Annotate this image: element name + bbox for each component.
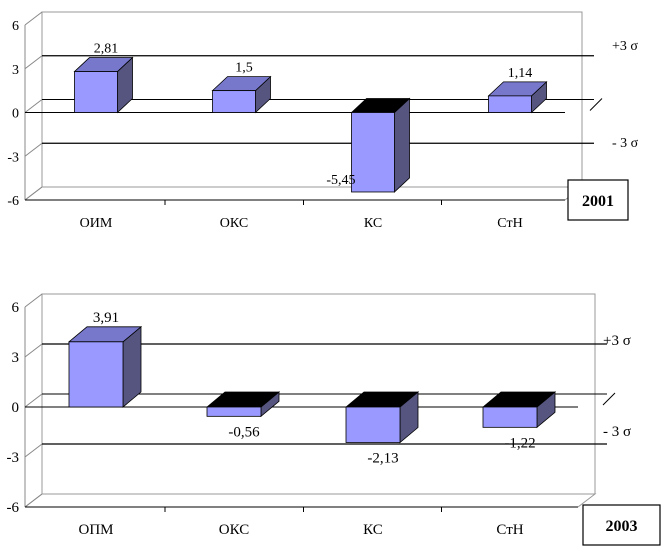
y-tick (24, 443, 43, 458)
data-label: -2,13 (367, 451, 398, 467)
chart-title: 2003 (606, 518, 638, 535)
data-label: 1,14 (508, 66, 533, 81)
chart-2003: 6 3 0 -3 -6 +3 σ - 3 σ 3,91 ОПМ -0,56 ОКС -2,13 КС -1… (7, 293, 661, 546)
y-tick (24, 493, 43, 508)
y-tick-label: 6 (12, 19, 19, 34)
y-tick-label: 0 (12, 400, 20, 416)
bar-ОКС (211, 75, 272, 114)
data-label: 2,81 (94, 42, 119, 57)
y-tick (24, 186, 43, 201)
x-tick-label: ОИМ (80, 216, 113, 231)
data-label: -0,56 (228, 424, 260, 440)
bar-front (345, 406, 401, 443)
y-tick (24, 343, 43, 358)
y-tick (24, 293, 43, 308)
y-tick-label: 0 (12, 107, 19, 122)
bar-front (351, 112, 395, 193)
bar-front (488, 95, 532, 113)
axis-break-mark (589, 98, 603, 111)
y-tick (24, 99, 43, 113)
chart-2001: 6 3 0 -3 -6 +3 σ - 3 σ 2,81 ОИМ 1,5 ОКС -5,45 КС 1,14… (7, 11, 639, 231)
year-box (582, 504, 661, 546)
sigma-label: +3 σ (603, 333, 631, 349)
bar-side (394, 97, 410, 193)
data-label: 3,91 (93, 310, 119, 326)
y-tick-label: 3 (12, 63, 19, 78)
bar-ОКС (205, 391, 281, 418)
axis-break-mark (602, 392, 616, 406)
floor (24, 186, 584, 201)
bar-СтН (481, 391, 557, 429)
year-box (567, 179, 629, 221)
chart-title: 2001 (582, 193, 614, 210)
bar-СтН (487, 80, 548, 114)
bar-front (482, 406, 538, 428)
bar-ОИМ (73, 56, 134, 114)
bar-front (74, 71, 118, 113)
y-tick-label: -6 (7, 194, 19, 209)
y-tick (24, 393, 43, 408)
y-tick (24, 55, 43, 70)
x-tick-label: ОКС (219, 522, 249, 538)
data-label: 1,5 (235, 61, 253, 76)
y-tick-label: 3 (12, 350, 20, 366)
x-tick-label: СтН (497, 216, 522, 231)
bar-front (206, 406, 262, 417)
x-tick-label: СтН (496, 522, 523, 538)
data-label: -1,22 (504, 435, 535, 451)
y-tick-label: -3 (7, 150, 19, 165)
y-tick (24, 11, 43, 26)
x-tick-label: КС (364, 216, 382, 231)
bar-front (212, 90, 256, 113)
y-tick-label: 6 (12, 300, 20, 316)
y-tick-label: -6 (7, 500, 20, 516)
y-tick (24, 142, 43, 157)
bar-КС (344, 391, 420, 444)
x-tick-label: ОКС (220, 216, 248, 231)
data-label: -5,45 (326, 173, 355, 188)
bar-front (68, 341, 124, 408)
x-tick-label: КС (363, 522, 383, 538)
sigma-label: +3 σ (612, 39, 638, 54)
floor (24, 493, 597, 508)
sigma-label: - 3 σ (603, 424, 631, 440)
x-tick-label: ОПМ (78, 522, 113, 538)
bar-ОПМ (67, 325, 143, 408)
y-tick-label: -3 (7, 450, 20, 466)
sigma-label: - 3 σ (612, 136, 639, 151)
bar-КС (350, 97, 411, 193)
